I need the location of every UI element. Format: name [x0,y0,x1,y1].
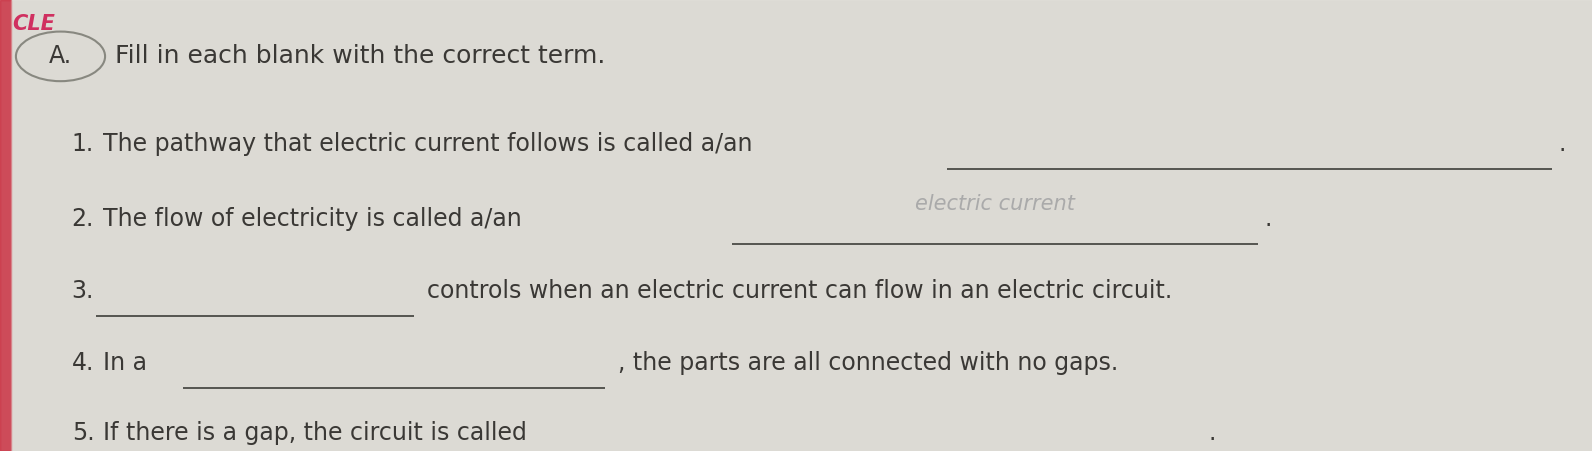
Text: 4.: 4. [72,351,94,375]
Text: In a: In a [103,351,148,375]
Text: electric current: electric current [915,194,1075,214]
Text: CLE: CLE [13,14,56,33]
Bar [0,0,11,451]
Text: A.: A. [49,44,72,69]
Text: .: . [1559,132,1567,156]
Text: If there is a gap, the circuit is called: If there is a gap, the circuit is called [103,421,527,445]
Text: , the parts are all connected with no gaps.: , the parts are all connected with no ga… [618,351,1118,375]
Text: .: . [1264,207,1272,231]
Text: .: . [1208,421,1216,445]
Text: 2.: 2. [72,207,94,231]
Text: 5.: 5. [72,421,94,445]
Text: The pathway that electric current follows is called a/an: The pathway that electric current follow… [103,132,753,156]
Text: 1.: 1. [72,132,94,156]
Text: 3.: 3. [72,279,94,303]
Text: controls when an electric current can flow in an electric circuit.: controls when an electric current can fl… [427,279,1172,303]
Text: The flow of electricity is called a/an: The flow of electricity is called a/an [103,207,522,231]
Text: Fill in each blank with the correct term.: Fill in each blank with the correct term… [115,44,605,69]
